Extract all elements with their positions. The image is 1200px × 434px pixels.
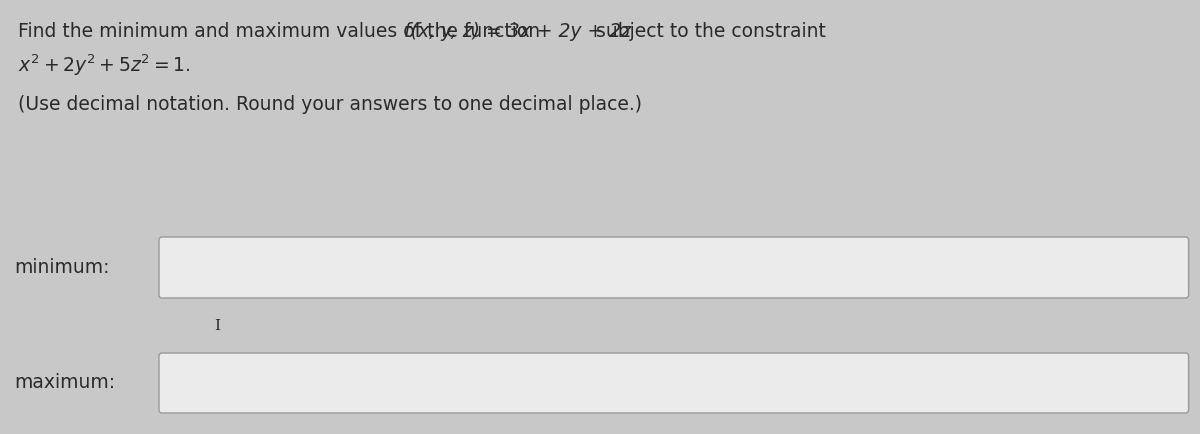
Text: maximum:: maximum: [14,374,115,392]
FancyBboxPatch shape [158,237,1188,298]
Text: f(x, y, z) = 3x + 2y + 2z: f(x, y, z) = 3x + 2y + 2z [404,22,631,41]
Text: subject to the constraint: subject to the constraint [589,22,826,41]
Text: $x^2 + 2y^2 + 5z^2 = 1.$: $x^2 + 2y^2 + 5z^2 = 1.$ [18,52,191,78]
Text: Find the minimum and maximum values of the function: Find the minimum and maximum values of t… [18,22,546,41]
Text: (Use decimal notation. Round your answers to one decimal place.): (Use decimal notation. Round your answer… [18,95,642,114]
FancyBboxPatch shape [158,353,1188,413]
Text: I: I [214,319,220,332]
Text: minimum:: minimum: [14,258,109,277]
